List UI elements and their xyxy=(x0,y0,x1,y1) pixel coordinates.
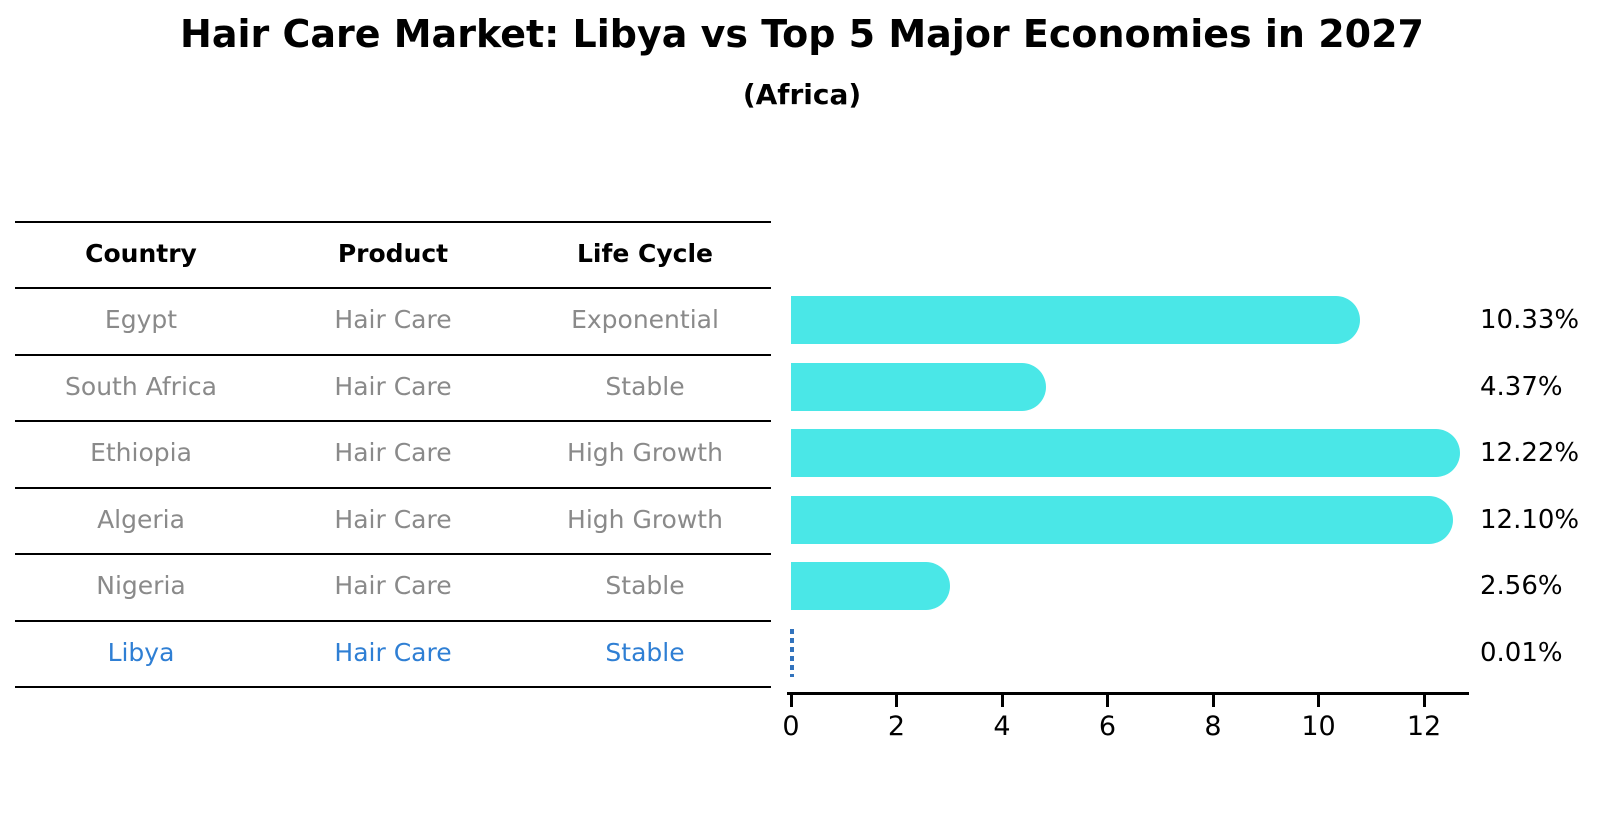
bar-ethiopia xyxy=(791,429,1460,478)
x-tick-label-0: 0 xyxy=(782,711,800,742)
life-cycle-cell: Stable xyxy=(605,637,685,667)
value-label-algeria: 12.10% xyxy=(1480,504,1580,535)
x-tick-label-2: 2 xyxy=(887,711,906,742)
country-cell: South Africa xyxy=(65,371,217,401)
chart-title: Hair Care Market: Libya vs Top 5 Major E… xyxy=(180,12,1424,56)
table-row-egypt: Egypt Hair Care Exponential xyxy=(15,287,771,354)
value-label-libya: 0.01% xyxy=(1480,637,1563,668)
product-cell: Hair Care xyxy=(334,371,452,401)
x-tick-mark-8 xyxy=(1211,692,1215,707)
table-horizontal-line xyxy=(15,620,771,622)
country-cell: Ethiopia xyxy=(90,438,192,467)
life-cycle-cell: High Growth xyxy=(567,504,723,534)
bar-south-africa xyxy=(791,362,1046,411)
chart-subtitle: (Africa) xyxy=(742,78,862,111)
life-cycle-cell: Stable xyxy=(605,571,685,600)
x-tick-mark-10 xyxy=(1317,692,1320,707)
life-cycle-cell: High Growth xyxy=(567,438,723,467)
product-cell: Hair Care xyxy=(334,504,452,534)
x-tick-mark-6 xyxy=(1106,692,1109,707)
product-cell: Hair Care xyxy=(334,571,452,600)
table-header-row: Country Product Life Cycle xyxy=(15,221,771,287)
product-cell: Hair Care xyxy=(334,305,452,334)
country-cell: Egypt xyxy=(104,305,178,334)
country-cell: Algeria xyxy=(97,504,185,534)
country-cell: Nigeria xyxy=(96,571,186,600)
life-cycle-cell: Stable xyxy=(605,371,685,401)
product-cell: Hair Care xyxy=(334,637,452,667)
table-horizontal-line xyxy=(15,420,771,422)
table-header-product: Product xyxy=(337,239,449,268)
life-cycle-cell: Exponential xyxy=(571,305,719,334)
table-horizontal-line xyxy=(15,287,771,289)
table-row-libya: Libya Hair Care Stable xyxy=(15,620,771,687)
bar-algeria xyxy=(791,495,1454,544)
table-row-nigeria: Nigeria Hair Care Stable xyxy=(15,553,771,620)
product-cell: Hair Care xyxy=(334,438,452,467)
x-tick-mark-2 xyxy=(895,692,898,707)
table-horizontal-line xyxy=(15,553,771,555)
table-header-life-cycle: Life Cycle xyxy=(576,239,714,268)
bar-nigeria xyxy=(791,562,951,611)
value-label-ethiopia: 12.22% xyxy=(1480,438,1580,469)
table-row-ethiopia: Ethiopia Hair Care High Growth xyxy=(15,420,771,487)
table-header-country: Country xyxy=(85,239,197,268)
table-horizontal-line xyxy=(15,354,771,356)
value-label-nigeria: 2.56% xyxy=(1480,571,1563,602)
x-tick-label-10: 10 xyxy=(1301,711,1336,742)
table-horizontal-line xyxy=(15,686,771,688)
table-horizontal-line xyxy=(15,487,771,489)
x-tick-label-6: 6 xyxy=(1098,711,1117,742)
x-tick-mark-4 xyxy=(1000,692,1004,707)
table-row-south-africa: South Africa Hair Care Stable xyxy=(15,354,771,421)
x-tick-label-4: 4 xyxy=(993,711,1011,742)
x-axis-line xyxy=(787,692,1469,695)
x-tick-label-12: 12 xyxy=(1406,711,1442,742)
highlight-dashed-bar-libya xyxy=(790,628,794,677)
value-label-egypt: 10.33% xyxy=(1480,305,1580,336)
x-tick-mark-12 xyxy=(1422,692,1426,707)
x-tick-label-8: 8 xyxy=(1204,711,1222,742)
value-label-south-africa: 4.37% xyxy=(1480,371,1563,402)
table-row-algeria: Algeria Hair Care High Growth xyxy=(15,487,771,554)
x-tick-mark-0 xyxy=(789,692,793,707)
country-cell: Libya xyxy=(107,637,175,667)
table-horizontal-line xyxy=(15,221,771,223)
bar-egypt xyxy=(791,296,1360,345)
